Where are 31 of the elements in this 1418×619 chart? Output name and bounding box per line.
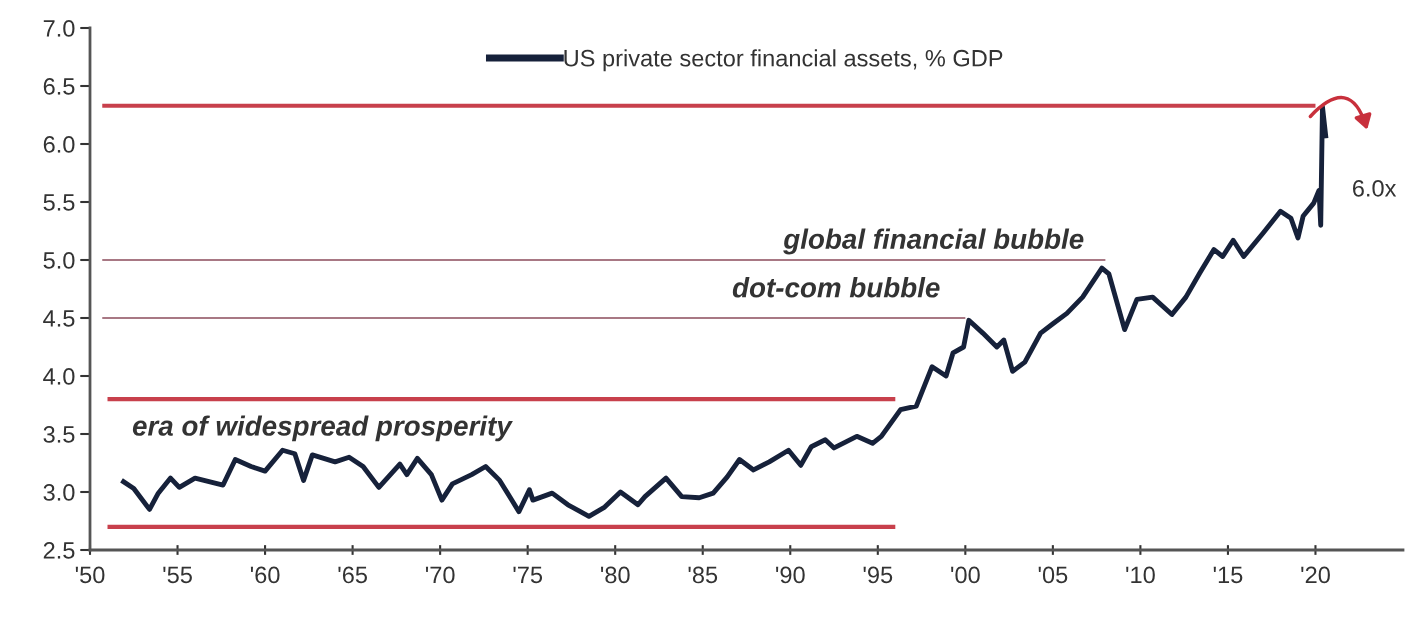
annotation: dot-com bubble <box>732 277 940 298</box>
x-tick-label: '20 <box>1301 566 1330 584</box>
x-tick-label: '00 <box>951 566 980 584</box>
annotation: era of widespread prosperity <box>132 415 513 442</box>
annotation: 6.0x <box>1352 179 1397 197</box>
y-tick-label: 2.5 <box>43 542 75 559</box>
y-tick-label: 5.0 <box>43 252 75 269</box>
x-tick-label: '10 <box>1126 566 1155 584</box>
line-series <box>119 104 1329 519</box>
annotation: global financial bubble <box>783 228 1084 255</box>
y-tick-label: 4.5 <box>43 310 75 327</box>
x-tick-label: '75 <box>513 566 543 584</box>
x-tick-label: '65 <box>338 566 367 584</box>
x-tick-label: '95 <box>863 566 893 584</box>
y-tick-label: 3.0 <box>43 484 75 501</box>
y-tick-label: 3.5 <box>43 426 75 443</box>
y-tick-label: 4.0 <box>43 368 75 385</box>
x-tick-label: '15 <box>1213 566 1243 584</box>
x-tick-label: '60 <box>250 566 280 584</box>
x-tick-label: '80 <box>601 566 630 584</box>
legend-label: US private sector financial assets, % GDP <box>564 49 1003 72</box>
x-tick-label: '05 <box>1038 566 1068 584</box>
x-tick-label: '85 <box>688 566 718 584</box>
x-tick-label: '50 <box>75 566 105 584</box>
x-tick-label: '55 <box>163 566 192 584</box>
y-tick-label: 5.5 <box>43 194 75 211</box>
y-tick-label: 7.0 <box>43 20 75 37</box>
y-tick-label: 6.0 <box>43 136 75 153</box>
y-tick-label: 6.5 <box>43 78 75 95</box>
x-tick-label: '70 <box>425 566 455 584</box>
x-tick-label: '90 <box>776 566 805 584</box>
